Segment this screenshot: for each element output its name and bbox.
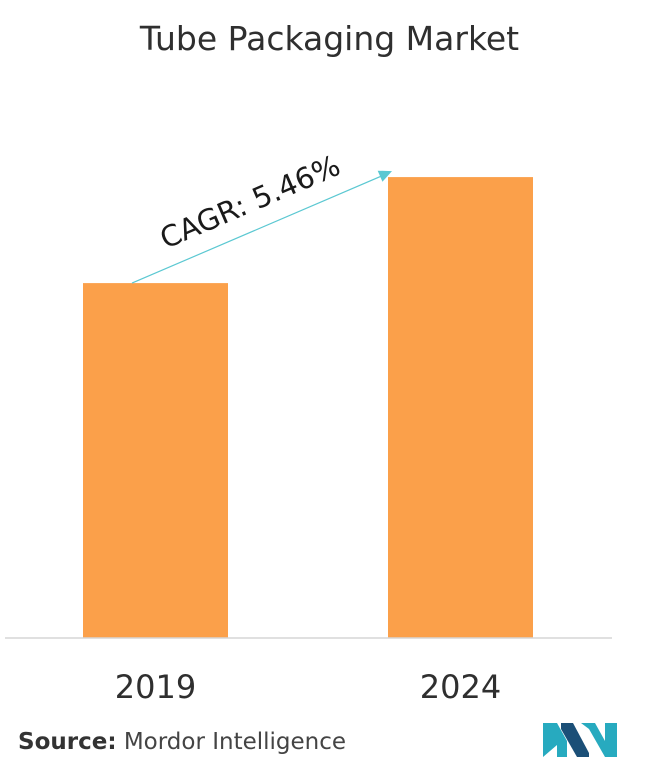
bar-2019: [83, 283, 228, 638]
logo-right-stroke: [581, 723, 617, 757]
cagr-arrow-line: [131, 173, 387, 284]
source-label: Source:: [18, 729, 117, 755]
logo-left-stroke: [543, 723, 567, 757]
bar-2024: [388, 177, 533, 638]
cagr-annotation: CAGR: 5.46%: [131, 148, 392, 284]
source-text: Mordor Intelligence: [123, 729, 347, 755]
x-axis-ticks: 2019 2024: [115, 668, 501, 706]
cagr-label: CAGR: 5.46%: [155, 148, 345, 255]
cagr-arrow-head: [377, 170, 392, 182]
x-tick-2019: 2019: [115, 668, 196, 706]
mordor-intelligence-logo: [543, 723, 617, 757]
x-tick-2024: 2024: [420, 668, 501, 706]
bars: [83, 177, 533, 638]
chart-title: Tube Packaging Market: [139, 19, 519, 58]
source-note: Source: Mordor Intelligence: [18, 729, 346, 755]
logo-middle-stroke: [561, 723, 589, 757]
